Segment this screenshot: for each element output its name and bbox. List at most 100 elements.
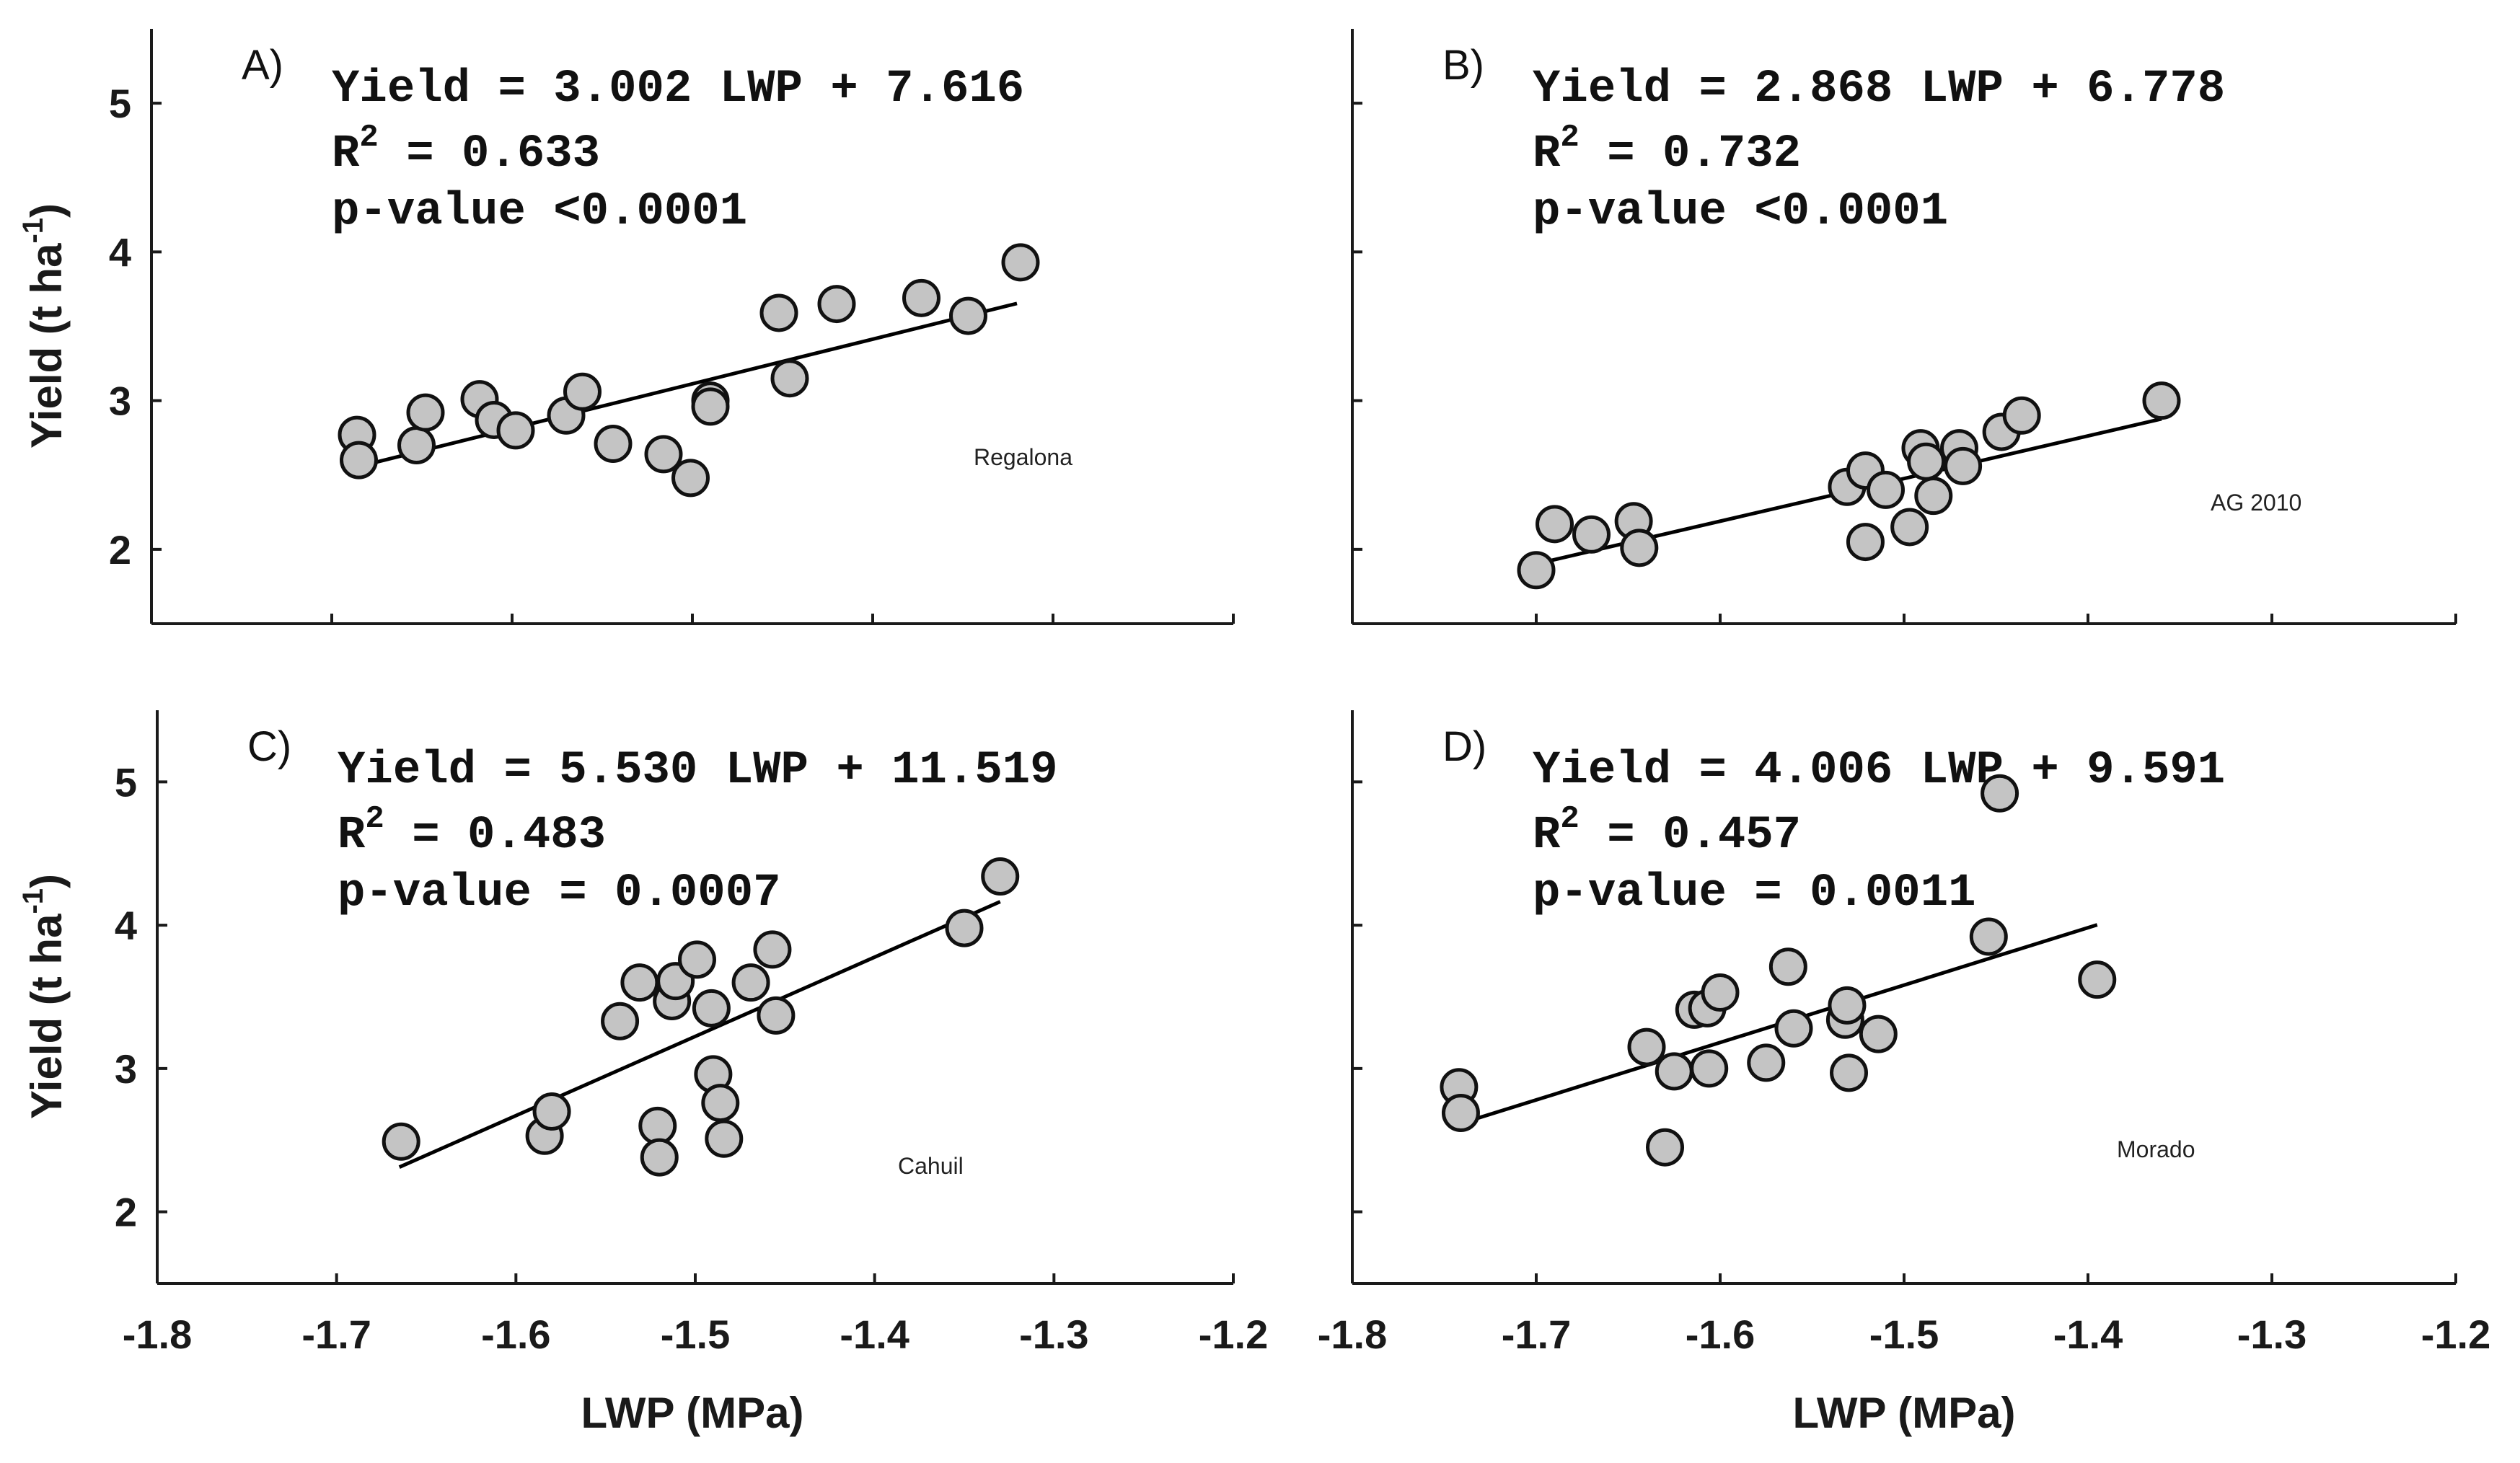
- data-point: [902, 278, 940, 317]
- y-tick-label: 2: [115, 1190, 137, 1235]
- panel-d: -1.8 -1.7 -1.6 -1.5 -1.4 -1.3 -1.2 D) Yield = 4.…: [1318, 710, 2490, 1357]
- data-point: [601, 1002, 640, 1040]
- regression-equation: Yield = 4.006 LWP + 9.591: [1533, 745, 2225, 797]
- x-tick-label: -1.2: [1199, 1312, 1269, 1357]
- data-point: [640, 1138, 679, 1177]
- data-point: [945, 909, 984, 947]
- data-point: [1907, 442, 1946, 481]
- data-point: [701, 1084, 740, 1123]
- data-point: [692, 989, 731, 1027]
- r-squared-value: = 0.457: [1580, 810, 1801, 862]
- data-point: [1944, 446, 1983, 485]
- y-axis-title: Yield (t ha-1): [17, 874, 71, 1119]
- cultivar-label: Regalona: [974, 444, 1072, 470]
- r-squared-exponent: 2: [359, 120, 378, 156]
- data-point: [1690, 1049, 1729, 1088]
- data-point: [1846, 523, 1885, 562]
- x-tick-label: -1.5: [661, 1312, 731, 1357]
- y-tick-label: 5: [115, 759, 137, 805]
- data-point: [1627, 1027, 1666, 1066]
- data-point: [644, 435, 683, 474]
- panel-label: C): [247, 723, 291, 770]
- y-tick-label: 2: [109, 527, 131, 573]
- panel-label: A): [242, 42, 283, 89]
- regression-line: [358, 301, 1018, 469]
- data-point: [1646, 1128, 1684, 1167]
- x-tick-label: -1.5: [1869, 1312, 1939, 1357]
- y-axis-title-close: ): [22, 874, 71, 888]
- p-value: p-value <0.0001: [1533, 186, 1948, 238]
- r-squared-value: = 0.633: [379, 128, 600, 180]
- x-tick-label: -1.6: [481, 1312, 551, 1357]
- data-point: [620, 963, 659, 1002]
- panel-label: B): [1442, 42, 1484, 89]
- data-point: [691, 387, 730, 426]
- r-squared: R2 = 0.483: [338, 801, 606, 862]
- r-squared-exponent: 2: [1560, 801, 1579, 837]
- data-point: [1969, 917, 2008, 956]
- x-tick-label: -1.8: [1318, 1312, 1388, 1357]
- data-point: [671, 459, 710, 498]
- x-tick-label: -1.8: [123, 1312, 193, 1357]
- data-point: [406, 393, 445, 432]
- data-point: [1655, 1052, 1693, 1091]
- cultivar-label: Morado: [2117, 1136, 2195, 1162]
- x-tick-label: -1.3: [2237, 1312, 2307, 1357]
- data-point: [759, 293, 798, 332]
- data-point: [563, 372, 602, 411]
- regression-equation: Yield = 2.868 LWP + 6.778: [1533, 63, 2225, 115]
- data-point: [2142, 381, 2181, 420]
- x-axis-title: LWP (MPa): [1793, 1389, 2016, 1437]
- x-axis-title: LWP (MPa): [581, 1389, 804, 1437]
- data-point: [1441, 1093, 1480, 1132]
- data-point: [2002, 396, 2041, 435]
- panel-label: D): [1442, 723, 1486, 770]
- data-point: [2078, 960, 2117, 999]
- regression-equation: Yield = 5.530 LWP + 11.519: [338, 745, 1058, 797]
- data-point: [1859, 1015, 1898, 1053]
- data-point: [1001, 243, 1040, 282]
- r-squared-exponent: 2: [1560, 120, 1579, 156]
- y-axis-title-text: Yield (t ha: [22, 243, 71, 448]
- data-point: [981, 857, 1020, 896]
- r-squared-label: R: [332, 128, 360, 180]
- y-tick-label: 3: [109, 379, 131, 424]
- y-axis-title-text: Yield (t ha: [22, 914, 71, 1119]
- r-squared-label: R: [338, 810, 366, 862]
- data-point: [1828, 986, 1867, 1025]
- data-point: [1747, 1043, 1786, 1082]
- y-tick-label: 3: [115, 1046, 137, 1092]
- r-squared: R2 = 0.633: [332, 120, 600, 180]
- x-tick-label: -1.4: [840, 1312, 909, 1357]
- data-point: [770, 359, 809, 398]
- data-point: [1914, 477, 1953, 516]
- data-point: [705, 1119, 744, 1158]
- r-squared-value: = 0.483: [384, 810, 606, 862]
- r-squared: R2 = 0.732: [1533, 120, 1801, 180]
- data-point: [1768, 947, 1807, 986]
- x-tick-label: -1.6: [1686, 1312, 1755, 1357]
- data-point: [340, 441, 378, 479]
- data-point: [1517, 551, 1556, 590]
- p-value: p-value <0.0001: [332, 186, 747, 238]
- r-squared-label: R: [1533, 810, 1561, 862]
- y-axis-title-exponent: -1: [17, 218, 49, 244]
- y-axis-title-close: ): [22, 203, 71, 218]
- data-point: [1774, 1009, 1813, 1048]
- data-point: [1890, 508, 1929, 547]
- r-squared-exponent: 2: [365, 801, 384, 837]
- data-point: [757, 996, 796, 1035]
- data-point: [594, 424, 633, 463]
- x-tick-label: -1.7: [1502, 1312, 1572, 1357]
- data-point: [1536, 505, 1574, 544]
- p-value: p-value = 0.0007: [338, 867, 781, 919]
- r-squared: R2 = 0.457: [1533, 801, 1801, 862]
- data-point: [753, 930, 792, 969]
- data-point: [1981, 774, 2019, 813]
- data-point: [1830, 1053, 1868, 1092]
- y-axis-title-exponent: -1: [17, 888, 49, 914]
- data-point: [817, 285, 856, 324]
- data-point: [496, 411, 535, 450]
